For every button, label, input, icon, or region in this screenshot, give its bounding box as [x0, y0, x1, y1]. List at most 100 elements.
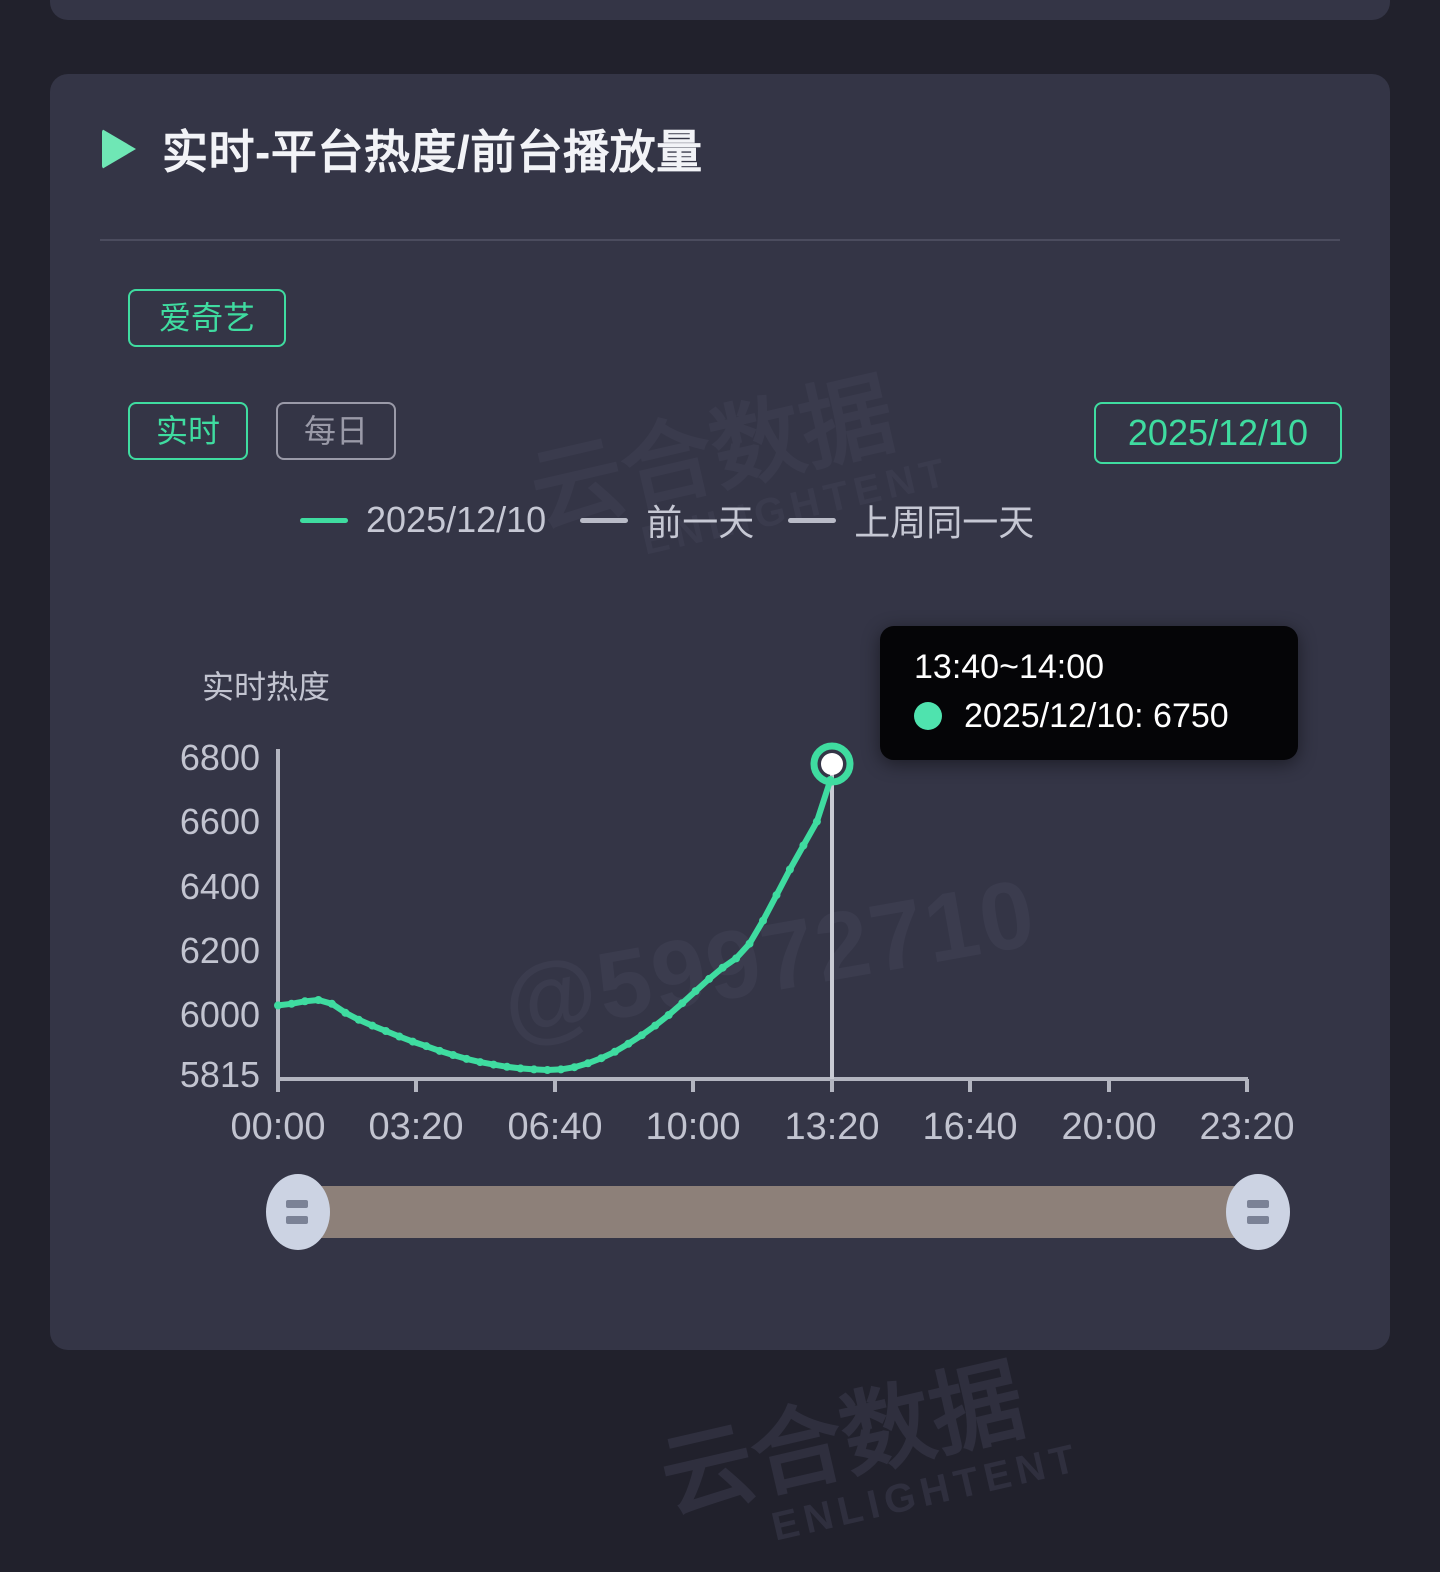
series-data-point [354, 1015, 363, 1024]
legend-label-same-day-last-week: 上周同一天 [854, 502, 1035, 543]
play-triangle-icon [102, 129, 136, 169]
legend-item-prev-day[interactable]: 前一天 [580, 494, 754, 546]
x-tick-label: 03:20 [368, 1106, 463, 1148]
datazoom-slider[interactable] [266, 1174, 1290, 1250]
y-tick-label: 6800 [180, 737, 260, 778]
series-data-point [274, 1001, 282, 1010]
datazoom-handle-left[interactable] [266, 1174, 330, 1250]
mode-chip-daily[interactable]: 每日 [276, 402, 396, 460]
series-data-point [503, 1062, 511, 1071]
series-data-point [381, 1027, 390, 1035]
mode-chip-realtime[interactable]: 实时 [128, 402, 248, 460]
tooltip-time-range: 13:40~14:00 [914, 648, 1105, 686]
datazoom-handle-right-grip [1247, 1216, 1269, 1224]
series-data-point [489, 1060, 498, 1069]
legend-item-same-day-last-week[interactable]: 上周同一天 [788, 494, 1034, 546]
series-data-point [772, 891, 781, 900]
y-axis-title: 实时热度 [202, 669, 331, 705]
series-data-point [516, 1064, 525, 1073]
series-data-point [368, 1021, 377, 1030]
series-data-point [759, 916, 767, 925]
series-data-point [705, 974, 714, 983]
series-data-point [664, 1011, 673, 1019]
brand-watermark-bottom-en: ENLIGHTENT [767, 1435, 1085, 1550]
series-data-point [583, 1059, 592, 1068]
previous-card-peek [50, 0, 1390, 20]
legend-item-today[interactable]: 2025/12/10 [300, 499, 546, 541]
card-header: 实时-平台热度/前台播放量 [102, 116, 703, 182]
legend-swatch-same-day-last-week-icon [788, 517, 837, 523]
chart-legend: 2025/12/10 前一天 上周同一天 [300, 494, 1034, 546]
chart-tooltip: 13:40~14:00 2025/12/10: 6750 [880, 626, 1298, 760]
highlight-point-center[interactable] [821, 753, 843, 775]
date-picker-button[interactable]: 2025/12/10 [1094, 402, 1342, 464]
series-data-point [327, 999, 336, 1008]
page-title: 实时-平台热度/前台播放量 [162, 126, 703, 178]
y-tick-label: 6200 [180, 930, 260, 971]
series-data-point [435, 1046, 444, 1055]
platform-chip-iqiyi[interactable]: 爱奇艺 [128, 289, 286, 347]
datazoom-handle-right[interactable] [1226, 1174, 1290, 1250]
x-axis-tick-labels: 00:00 03:20 06:40 10:00 13:20 16:40 20:0… [230, 1106, 1294, 1148]
chart-area: 实时热度 6800 6600 6400 6200 [50, 594, 1390, 1274]
series-data-point [395, 1032, 404, 1041]
x-tick-label: 13:20 [784, 1106, 879, 1148]
y-axis-tick-labels: 6800 6600 6400 6200 6000 5815 [180, 737, 260, 1095]
series-data-point [732, 954, 741, 963]
x-tick-label: 23:20 [1199, 1106, 1294, 1148]
brand-watermark-bottom-cn: 云合数据 [651, 1349, 1034, 1532]
series-data-point [408, 1037, 417, 1046]
tooltip-series-value: 2025/12/10: 6750 [964, 696, 1229, 735]
highlight-point-ring [810, 742, 854, 786]
legend-swatch-today-icon [300, 517, 348, 523]
series-data-point [624, 1039, 633, 1048]
y-tick-label: 6000 [180, 994, 260, 1035]
line-chart-svg[interactable]: 6800 6600 6400 6200 6000 5815 00:00 03:2… [50, 594, 1390, 1274]
series-data-point [812, 817, 821, 826]
legend-label-today: 2025/12/10 [366, 499, 547, 540]
series-data-point [287, 999, 296, 1008]
series-data-point [341, 1008, 350, 1017]
series-line-today[interactable] [275, 777, 834, 1073]
x-tick-label: 10:00 [645, 1106, 740, 1148]
realtime-heat-card: 云合数据 ENLIGHTENT @59972710 实时-平台热度/前台播放量 … [50, 74, 1390, 1350]
y-tick-label: 5815 [180, 1054, 260, 1095]
series-data-point [799, 841, 808, 850]
tooltip-series-row: 2025/12/10: 6750 [914, 697, 1272, 736]
series-data-point [530, 1065, 538, 1074]
series-data-point [678, 999, 687, 1008]
series-data-point [449, 1051, 458, 1059]
y-tick-label: 6600 [180, 801, 260, 842]
series-data-point [745, 939, 754, 948]
datazoom-handle-left-grip [286, 1200, 308, 1208]
tooltip-series-dot-icon [914, 702, 942, 730]
x-tick-label: 06:40 [507, 1106, 602, 1148]
x-tick-label: 16:40 [922, 1106, 1017, 1148]
series-data-point [543, 1066, 552, 1074]
datazoom-handle-left-grip [286, 1216, 308, 1224]
datazoom-track[interactable] [298, 1186, 1258, 1238]
series-data-point [462, 1054, 471, 1063]
series-data-point [314, 996, 323, 1004]
series-data-point [570, 1063, 579, 1072]
brand-watermark: 云合数据 ENLIGHTENT [516, 330, 955, 586]
series-data-point [718, 963, 727, 972]
series-data-point [651, 1021, 660, 1030]
series-data-point [597, 1054, 606, 1063]
series-data-point [610, 1047, 619, 1056]
header-divider [100, 239, 1340, 241]
brand-watermark-bottom: 云合数据 ENLIGHTENT [646, 1316, 1085, 1572]
series-data-point [300, 997, 309, 1006]
series-data-points [274, 776, 835, 1074]
series-data-point [476, 1058, 485, 1067]
series-data-point [691, 987, 700, 996]
platform-filter-row: 爱奇艺 [128, 289, 286, 347]
legend-label-prev-day: 前一天 [646, 502, 755, 543]
y-tick-label: 6400 [180, 866, 260, 907]
x-axis-ticks [276, 1079, 1249, 1092]
series-data-point [637, 1031, 646, 1040]
series-data-point [422, 1042, 431, 1051]
x-tick-label: 20:00 [1061, 1106, 1156, 1148]
legend-swatch-prev-day-icon [580, 517, 629, 523]
series-data-point [785, 865, 794, 874]
